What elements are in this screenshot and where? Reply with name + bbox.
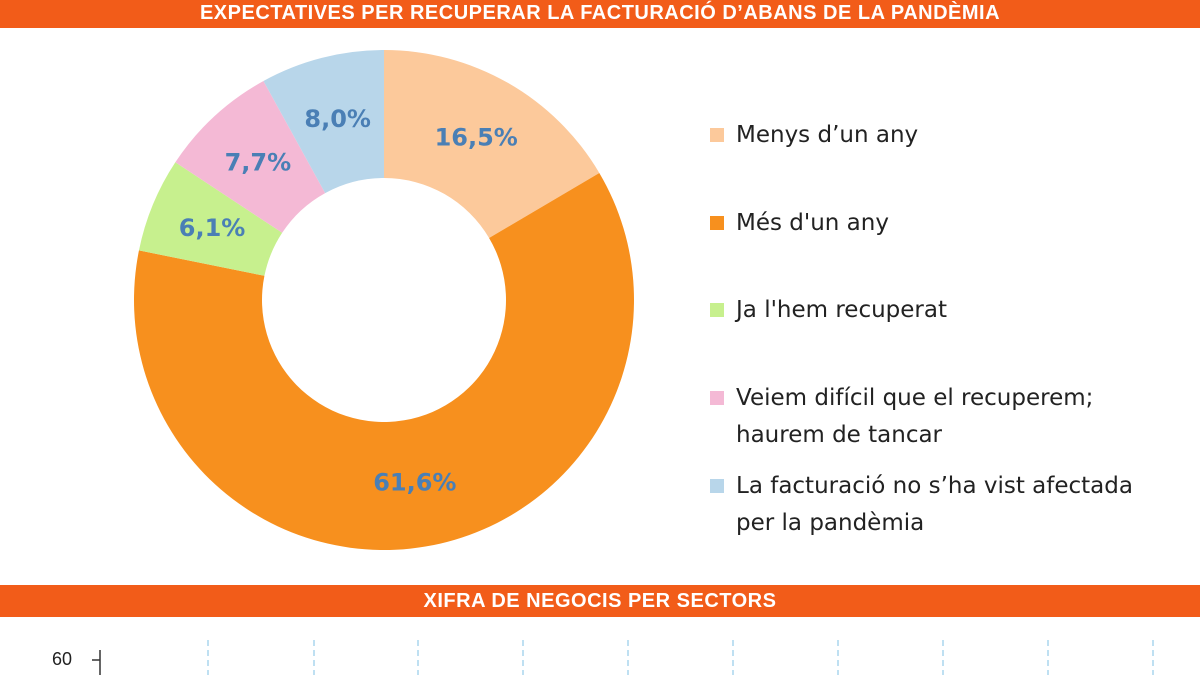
donut-slice — [134, 172, 635, 550]
donut-slice — [384, 50, 600, 239]
legend-item: Ja l'hem recuperat — [710, 292, 1152, 329]
legend-label: Menys d’un any — [736, 122, 919, 148]
donut-slice — [138, 162, 283, 276]
legend-item: Menys d’un any — [710, 117, 1152, 154]
legend-swatch — [710, 391, 724, 405]
donut-slice — [263, 50, 384, 194]
value-label: 61,6% — [373, 468, 456, 496]
donut-slice — [175, 80, 326, 233]
legend-item: Més d'un any — [710, 205, 1152, 242]
legend-label: Veiem difícil que el recuperem; haurem d… — [736, 385, 1094, 448]
value-label: 16,5% — [435, 123, 518, 151]
legend-swatch — [710, 479, 724, 493]
value-label: 8,0% — [304, 105, 371, 133]
legend-swatch — [710, 128, 724, 142]
legend-item: La facturació no s’ha vist afectada per … — [710, 468, 1152, 542]
legend-label: Ja l'hem recuperat — [736, 297, 947, 323]
value-label: 6,1% — [179, 214, 246, 242]
legend-swatch — [710, 303, 724, 317]
legend-label: Més d'un any — [736, 210, 889, 236]
legend-label: La facturació no s’ha vist afectada per … — [736, 473, 1133, 536]
y-tick-label: 60 — [52, 649, 72, 669]
chart-title: EXPECTATIVES PER RECUPERAR LA FACTURACIÓ… — [0, 0, 1200, 28]
decor-lines — [207, 640, 1154, 675]
legend-swatch — [710, 216, 724, 230]
legend-item: Veiem difícil que el recuperem; haurem d… — [710, 380, 1152, 454]
chart-title: XIFRA DE NEGOCIS PER SECTORS — [0, 585, 1200, 617]
value-label: 7,7% — [225, 148, 292, 176]
